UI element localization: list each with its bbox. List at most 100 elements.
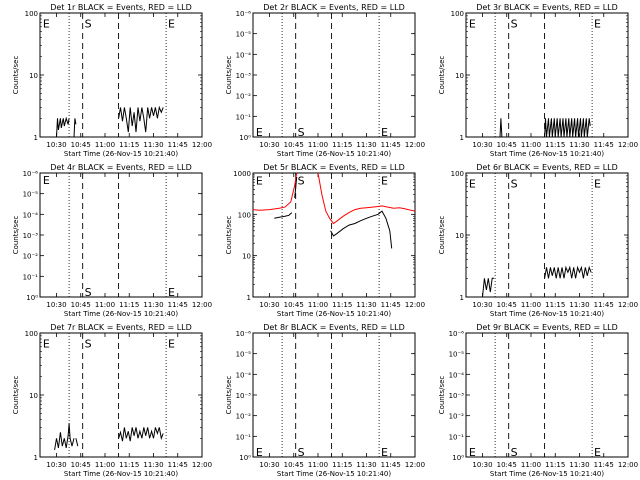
y-tick-label: 10⁻¹ bbox=[236, 113, 252, 121]
chart-panel-9: Det 9r BLACK = Events, RED = LLD 10⁰ 10⁻¹ 1… bbox=[438, 323, 638, 478]
series-line bbox=[75, 438, 79, 447]
event-marker-label: S bbox=[298, 174, 305, 187]
x-tick-label: 11:00 bbox=[308, 461, 328, 469]
x-tick-label: 11:15 bbox=[332, 141, 352, 149]
y-axis-label: Counts/sec bbox=[12, 376, 20, 415]
x-tick-label: 12:00 bbox=[618, 461, 638, 469]
y-tick-label: 10⁻³ bbox=[236, 72, 252, 80]
x-tick-label: 11:45 bbox=[381, 301, 401, 309]
y-tick-label: 1 bbox=[34, 454, 38, 462]
x-tick-label: 10:45 bbox=[71, 301, 91, 309]
x-tick-label: 11:45 bbox=[381, 461, 401, 469]
x-axis-label: Start Time (26-Nov-15 10:21:40) bbox=[64, 310, 178, 318]
chart-panel-2: Det 2r BLACK = Events, RED = LLD 10⁰ 10⁻¹ 1… bbox=[225, 3, 425, 158]
x-tick-label: 10:30 bbox=[472, 141, 492, 149]
y-tick-label: 100 bbox=[451, 170, 464, 178]
x-tick-label: 11:30 bbox=[143, 301, 163, 309]
series-line bbox=[54, 423, 75, 450]
chart-panel-8: Det 8r BLACK = Events, RED = LLD 10⁰ 10⁻¹ 1… bbox=[225, 323, 425, 478]
y-tick-label: 100 bbox=[25, 10, 38, 18]
series-line bbox=[294, 176, 298, 198]
y-tick-label: 10⁻² bbox=[236, 413, 252, 421]
event-marker-label: E bbox=[594, 446, 601, 459]
x-tick-label: 12:00 bbox=[192, 301, 212, 309]
series-line bbox=[73, 118, 77, 138]
event-marker-label: E bbox=[43, 18, 50, 31]
y-tick-label: 10⁻¹ bbox=[236, 433, 252, 441]
series-line bbox=[544, 118, 591, 138]
y-tick-label: 10⁰ bbox=[452, 454, 464, 462]
x-tick-label: 11:15 bbox=[332, 301, 352, 309]
x-tick-label: 11:45 bbox=[168, 141, 188, 149]
plot-frame bbox=[252, 12, 416, 138]
y-axis-label: Counts/sec bbox=[225, 216, 233, 255]
x-tick-label: 11:00 bbox=[521, 141, 541, 149]
x-tick-label: 11:45 bbox=[594, 301, 614, 309]
y-tick-label: 10⁻⁶ bbox=[23, 170, 39, 178]
x-axis-label: Start Time (26-Nov-15 10:21:40) bbox=[490, 150, 604, 158]
plot-frame bbox=[465, 172, 629, 298]
y-tick-label: 10⁻² bbox=[236, 93, 252, 101]
y-tick-label: 10⁻⁵ bbox=[449, 351, 465, 359]
x-tick-label: 10:30 bbox=[472, 461, 492, 469]
x-tick-label: 11:45 bbox=[594, 141, 614, 149]
chart-title: Det 8r BLACK = Events, RED = LLD bbox=[263, 323, 405, 332]
y-tick-label: 1 bbox=[247, 294, 251, 302]
x-axis-label: Start Time (26-Nov-15 10:21:40) bbox=[490, 470, 604, 478]
x-tick-label: 12:00 bbox=[405, 141, 425, 149]
x-axis-label: Start Time (26-Nov-15 10:21:40) bbox=[277, 150, 391, 158]
x-tick-label: 11:45 bbox=[594, 461, 614, 469]
x-tick-label: 11:30 bbox=[569, 301, 589, 309]
y-tick-label: 10⁻⁴ bbox=[236, 51, 252, 59]
series-line bbox=[56, 116, 70, 138]
x-tick-label: 10:45 bbox=[497, 461, 517, 469]
event-marker-label: S bbox=[511, 178, 518, 191]
y-tick-label: 10⁻³ bbox=[449, 392, 465, 400]
event-marker-label: E bbox=[594, 178, 601, 191]
chart-panel-6: Det 6r BLACK = Events, RED = LLD 1 10 100 10… bbox=[438, 163, 638, 318]
event-marker-label: E bbox=[43, 174, 50, 187]
series-line bbox=[274, 212, 293, 219]
y-tick-label: 100 bbox=[451, 10, 464, 18]
x-tick-label: 10:30 bbox=[46, 141, 66, 149]
y-tick-label: 10⁻¹ bbox=[23, 273, 39, 281]
event-marker-label: E bbox=[469, 446, 476, 459]
event-marker-label: E bbox=[381, 174, 388, 187]
x-tick-label: 11:00 bbox=[308, 141, 328, 149]
x-tick-label: 11:30 bbox=[143, 461, 163, 469]
event-marker-label: E bbox=[256, 174, 263, 187]
event-marker-label: E bbox=[381, 126, 388, 139]
y-tick-label: 10⁻⁴ bbox=[23, 211, 39, 219]
x-tick-label: 10:45 bbox=[284, 301, 304, 309]
chart-title: Det 5r BLACK = Events, RED = LLD bbox=[263, 163, 405, 172]
y-tick-label: 10⁻¹ bbox=[449, 433, 465, 441]
event-marker-label: E bbox=[256, 446, 263, 459]
chart-panel-3: Det 3r BLACK = Events, RED = LLD 1 10 100 10… bbox=[438, 3, 638, 158]
y-tick-label: 1000 bbox=[233, 170, 251, 178]
y-tick-label: 10⁻³ bbox=[23, 232, 39, 240]
x-axis-label: Start Time (26-Nov-15 10:21:40) bbox=[490, 310, 604, 318]
event-marker-label: E bbox=[43, 338, 50, 351]
x-tick-label: 11:15 bbox=[332, 461, 352, 469]
x-tick-label: 11:45 bbox=[168, 461, 188, 469]
chart-panel-7: Det 7r BLACK = Events, RED = LLD 1 10 100 10… bbox=[12, 323, 212, 478]
series-line bbox=[317, 172, 416, 225]
series-line bbox=[252, 172, 298, 211]
x-axis-label: Start Time (26-Nov-15 10:21:40) bbox=[64, 470, 178, 478]
x-axis-label: Start Time (26-Nov-15 10:21:40) bbox=[64, 150, 178, 158]
event-marker-label: E bbox=[469, 178, 476, 191]
x-tick-label: 11:00 bbox=[95, 301, 115, 309]
x-tick-label: 11:15 bbox=[119, 301, 139, 309]
plot-frame bbox=[465, 332, 629, 458]
y-axis-label: Counts/sec bbox=[438, 376, 446, 415]
y-axis-label: Counts/sec bbox=[12, 216, 20, 255]
event-marker-label: E bbox=[381, 446, 388, 459]
y-axis-label: Counts/sec bbox=[438, 56, 446, 95]
x-tick-label: 10:30 bbox=[259, 461, 279, 469]
y-tick-label: 10⁻⁶ bbox=[236, 10, 252, 18]
series-line bbox=[118, 105, 164, 133]
y-tick-label: 1 bbox=[34, 134, 38, 142]
chart-panel-5: Det 5r BLACK = Events, RED = LLD 1 10 100 10… bbox=[225, 163, 425, 318]
y-tick-label: 10 bbox=[455, 72, 464, 80]
